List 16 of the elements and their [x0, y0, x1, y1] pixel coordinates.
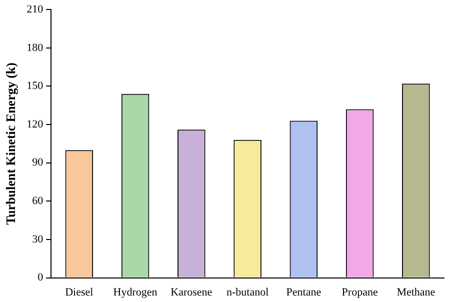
y-tick-label: 210	[26, 3, 44, 16]
x-tick-label: n-butanol	[226, 286, 269, 298]
x-tick-label: Pentane	[286, 286, 322, 298]
x-tick-label: Karosene	[170, 286, 212, 298]
y-tick-label: 60	[32, 195, 44, 208]
y-tick-label: 150	[26, 80, 44, 92]
y-axis-title: Turbulent Kinetic Energy (k)	[3, 62, 18, 225]
x-tick-label: Hydrogen	[113, 286, 158, 298]
y-tick-label: 120	[26, 118, 44, 130]
x-tick-label: Methane	[396, 286, 436, 298]
y-tick-label: 30	[32, 233, 44, 246]
y-tick-label: 90	[32, 156, 44, 169]
x-tick-label: Diesel	[65, 286, 94, 298]
x-tick-label: Propane	[342, 286, 378, 298]
y-tick-label: 180	[26, 42, 44, 54]
y-tick-label: 0	[38, 272, 44, 284]
